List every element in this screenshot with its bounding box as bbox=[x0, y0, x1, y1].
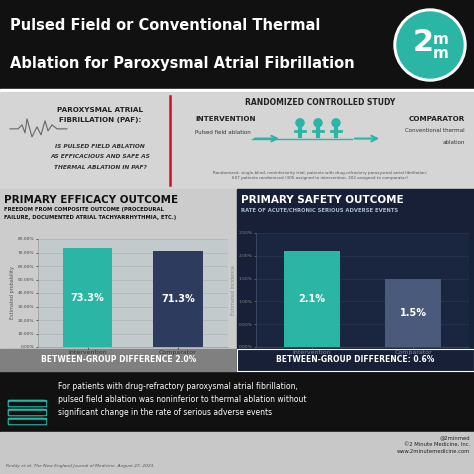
Bar bbox=[8, 418, 43, 424]
Text: COMPARATOR: COMPARATOR bbox=[409, 116, 465, 122]
Circle shape bbox=[332, 119, 340, 127]
Bar bbox=[385, 279, 441, 347]
Text: FREEDOM FROM COMPOSITE OUTCOME (PROCEDURAL: FREEDOM FROM COMPOSITE OUTCOME (PROCEDUR… bbox=[4, 207, 164, 212]
Text: @2minmed
©2 Minute Medicine, Inc.
www.2minutemedicine.com: @2minmed ©2 Minute Medicine, Inc. www.2m… bbox=[397, 435, 470, 454]
Text: PRIMARY EFFICACY OUTCOME: PRIMARY EFFICACY OUTCOME bbox=[4, 195, 178, 205]
Text: 1.5%: 1.5% bbox=[400, 308, 427, 318]
Text: THERMAL ABLATION IN PAF?: THERMAL ABLATION IN PAF? bbox=[54, 165, 146, 170]
Text: 2.1%: 2.1% bbox=[298, 294, 325, 304]
Bar bbox=[237, 349, 474, 371]
Bar bbox=[8, 409, 46, 415]
Bar bbox=[237, 349, 474, 371]
Text: Pulsed Field or Conventional Thermal: Pulsed Field or Conventional Thermal bbox=[10, 18, 320, 33]
Text: m: m bbox=[433, 46, 449, 61]
Bar bbox=[8, 400, 46, 406]
Text: RANDOMIZED CONTROLLED STUDY: RANDOMIZED CONTROLLED STUDY bbox=[245, 98, 395, 107]
Bar bbox=[0, 189, 237, 371]
Text: Pulsed field ablation: Pulsed field ablation bbox=[195, 130, 251, 135]
Text: Ablation for Paroxysmal Atrial Fibrillation: Ablation for Paroxysmal Atrial Fibrillat… bbox=[10, 55, 355, 71]
Text: INTERVENTION: INTERVENTION bbox=[195, 116, 255, 122]
Bar bbox=[8, 400, 43, 406]
Bar bbox=[0, 92, 474, 189]
Text: PRIMARY SAFETY OUTCOME: PRIMARY SAFETY OUTCOME bbox=[241, 195, 404, 205]
Bar bbox=[9, 419, 45, 422]
Circle shape bbox=[314, 119, 322, 127]
Text: PAROXYSMAL ATRIAL: PAROXYSMAL ATRIAL bbox=[57, 107, 143, 113]
Bar bbox=[8, 409, 43, 415]
Circle shape bbox=[296, 119, 304, 127]
Text: Reddy et al. The New England Journal of Medicine. August 27, 2023.: Reddy et al. The New England Journal of … bbox=[6, 464, 155, 468]
Circle shape bbox=[394, 9, 466, 81]
Text: FIBRILLATION (PAF):: FIBRILLATION (PAF): bbox=[59, 117, 141, 123]
Text: BETWEEN-GROUP DIFFERENCE 2.0%: BETWEEN-GROUP DIFFERENCE 2.0% bbox=[41, 356, 196, 365]
Y-axis label: Estimated probability: Estimated probability bbox=[10, 266, 15, 319]
Bar bbox=[237, 189, 474, 371]
Bar bbox=[0, 89, 474, 92]
Bar bbox=[9, 401, 45, 404]
Y-axis label: Estimated incidence: Estimated incidence bbox=[231, 265, 236, 315]
Bar bbox=[284, 251, 340, 347]
Bar bbox=[0, 371, 474, 432]
Bar bbox=[0, 0, 474, 90]
Bar bbox=[63, 248, 112, 347]
Text: IS PULSED FIELD ABLATION: IS PULSED FIELD ABLATION bbox=[55, 144, 145, 149]
Text: AS EFFICACIOUS AND SAFE AS: AS EFFICACIOUS AND SAFE AS bbox=[50, 155, 150, 159]
Bar bbox=[9, 410, 45, 413]
Text: RATE OF ACUTE/CHRONIC SERIOUS ADVERSE EVENTS: RATE OF ACUTE/CHRONIC SERIOUS ADVERSE EV… bbox=[241, 207, 398, 212]
Text: Randomized, single-blind, noninferiority trial; patients with drug-refractory pa: Randomized, single-blind, noninferiority… bbox=[213, 171, 427, 180]
Text: For patients with drug-refractory paroxysmal atrial fibrillation,
pulsed field a: For patients with drug-refractory paroxy… bbox=[58, 382, 307, 417]
Text: 71.3%: 71.3% bbox=[161, 294, 195, 304]
Circle shape bbox=[397, 12, 463, 78]
Bar bbox=[0, 349, 237, 371]
Text: BETWEEN-GROUP DIFFERENCE: 0.6%: BETWEEN-GROUP DIFFERENCE: 0.6% bbox=[276, 356, 435, 365]
Text: ablation: ablation bbox=[443, 140, 465, 145]
Bar bbox=[0, 432, 474, 474]
Text: m: m bbox=[433, 31, 449, 46]
Text: Conventional thermal: Conventional thermal bbox=[405, 128, 465, 133]
Bar bbox=[153, 251, 203, 347]
Bar bbox=[8, 418, 46, 424]
Text: 2: 2 bbox=[412, 27, 434, 56]
Text: FAILURE, DOCUMENTED ATRIAL TACHYARRHYTHMIA, ETC.): FAILURE, DOCUMENTED ATRIAL TACHYARRHYTHM… bbox=[4, 215, 176, 220]
Text: 73.3%: 73.3% bbox=[71, 292, 104, 302]
